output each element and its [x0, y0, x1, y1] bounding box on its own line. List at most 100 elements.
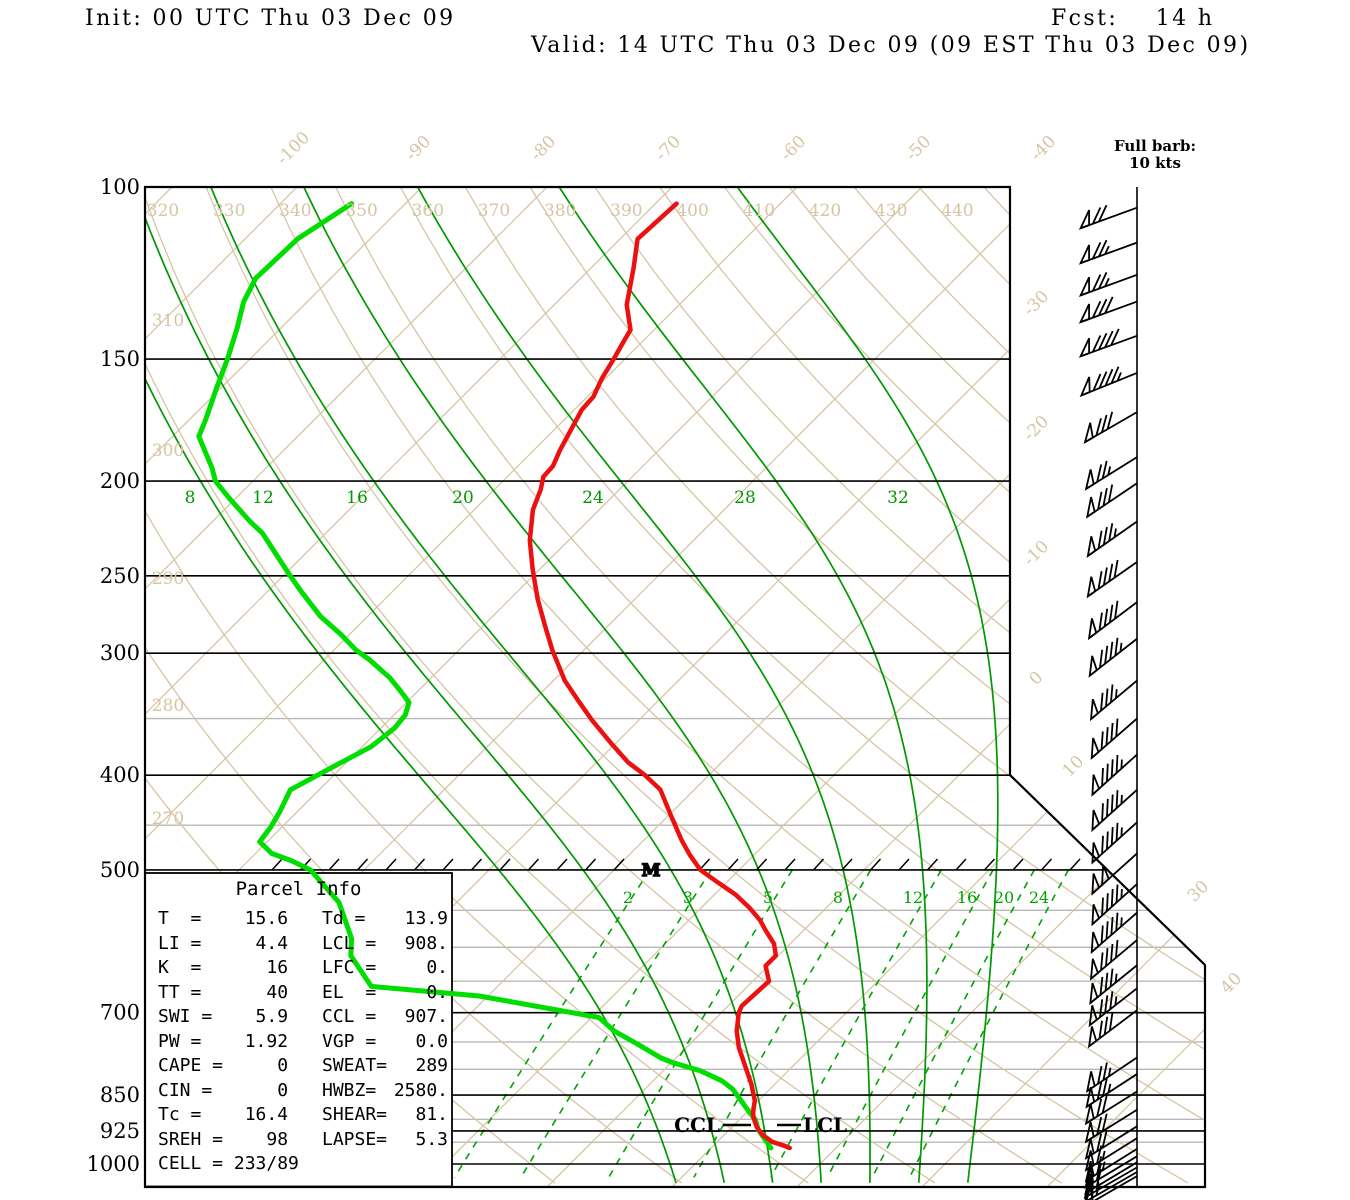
- isotherm-label: 40: [1217, 969, 1246, 998]
- theta-label: 310: [152, 311, 184, 331]
- pressure-tick-label: 250: [100, 564, 140, 588]
- moist-adiabat-label: 20: [452, 488, 474, 508]
- m-marker: M: [642, 861, 661, 881]
- pressure-tick-label: 1000: [87, 1152, 140, 1176]
- parcel-row: CIN = 0 HWBZ= 2580.: [158, 1079, 448, 1101]
- parcel-row: TT = 40 EL = 0.: [158, 981, 448, 1003]
- isotherm-label: -90: [402, 132, 436, 166]
- lcl-label: LCL: [803, 1113, 847, 1137]
- pressure-tick-label: 200: [100, 469, 140, 493]
- parcel-info-box: Parcel Info T = 15.6 Td = 13.9 LI = 4.4 LCL…: [145, 873, 452, 1187]
- barb-legend-line1: Full barb:: [1114, 137, 1196, 155]
- parcel-row: PW = 1.92 VGP = 0.0: [158, 1030, 448, 1052]
- wind-barb: [1084, 1161, 1138, 1196]
- parcel-row: T = 15.6 Td = 13.9: [158, 908, 448, 929]
- wind-barb: [1078, 204, 1138, 230]
- wind-barb: [1090, 717, 1138, 761]
- moist-adiabat-label: 8: [185, 488, 196, 508]
- wind-barb: [1089, 679, 1138, 722]
- wind-barb: [1078, 328, 1138, 358]
- theta-label: 420: [809, 201, 841, 221]
- wind-barb: [1078, 272, 1138, 297]
- pressure-tick-label: 400: [100, 763, 140, 787]
- isotherm-label: -50: [902, 132, 936, 166]
- temperature-curve: [527, 201, 792, 1151]
- wind-barb: [1084, 456, 1138, 491]
- pressure-tick-label: 500: [100, 858, 140, 882]
- isotherm-label: -40: [1027, 132, 1061, 166]
- mixing-ratio-label: 8: [833, 888, 843, 907]
- isotherm-label: -10: [1020, 537, 1054, 571]
- ccl-label: CCL: [674, 1113, 720, 1137]
- mixing-ratio-lines: [453, 869, 1070, 1178]
- parcel-row: SWI = 5.9 CCL = 907.: [158, 1006, 448, 1027]
- isotherm-label: -100: [273, 128, 314, 169]
- mixing-ratio-label: 20: [994, 888, 1014, 907]
- wind-barb: [1085, 1073, 1138, 1109]
- parcel-row: K = 16 LFC = 0.: [158, 957, 448, 978]
- isotherm-top-labels: -100 -90 -80 -70 -60 -50 -40: [273, 128, 1060, 169]
- wind-barb: [1085, 482, 1138, 519]
- wind-barb: [1091, 753, 1138, 797]
- wind-barb: [1084, 1137, 1138, 1172]
- wind-barb: [1091, 852, 1138, 896]
- mixing-ratio-label: 3: [683, 888, 693, 907]
- ccl-lcl-markers: CCL LCL: [674, 1113, 847, 1137]
- wind-barb: [1078, 296, 1138, 324]
- theta-label: 400: [676, 201, 708, 221]
- hatched-500-line: M: [271, 858, 1081, 882]
- isotherm-label: -20: [1020, 412, 1054, 446]
- moist-adiabat-label: 16: [346, 488, 368, 508]
- mixing-ratio-label: 16: [957, 888, 977, 907]
- wind-barb: [1091, 789, 1138, 833]
- wind-barb: [1078, 239, 1138, 265]
- moist-adiabat-label: 12: [252, 488, 274, 508]
- wind-barb: [1086, 559, 1138, 599]
- parcel-info-title: Parcel Info: [235, 878, 362, 900]
- wind-barb: [1088, 637, 1138, 678]
- wind-barb: [1087, 600, 1138, 641]
- wind-barb: [1084, 1090, 1138, 1126]
- theta-label: 330: [213, 201, 245, 221]
- wind-barb: [1079, 366, 1138, 398]
- moist-adiabat-label: 32: [887, 488, 909, 508]
- pressure-tick-label: 850: [100, 1083, 140, 1107]
- parcel-row: Tc = 16.4 SHEAR= 81.: [158, 1104, 448, 1125]
- valid-time-label: Valid: 14 UTC Thu 03 Dec 09 (09 EST Thu …: [531, 33, 1251, 58]
- theta-label: 380: [544, 201, 576, 221]
- wind-barb: [1091, 821, 1138, 865]
- mixing-ratio-label: 12: [903, 888, 923, 907]
- moist-adiabat-labels: 8 12 16 20 24 28 32: [185, 488, 909, 508]
- theta-label: 350: [345, 201, 377, 221]
- barb-legend: Full barb:10 kts: [1114, 137, 1196, 172]
- barb-legend-line2: 10 kts: [1129, 154, 1181, 172]
- wind-barb: [1085, 1175, 1138, 1200]
- parcel-info-rect: [144, 872, 453, 1188]
- theta-top-labels: 320 330 340 350 360 370 380 390 400 410 420 430 440: [147, 201, 974, 221]
- theta-label: 340: [279, 201, 311, 221]
- wind-barb: [1089, 939, 1138, 981]
- isotherm-label: -60: [777, 132, 811, 166]
- pressure-tick-label: 150: [100, 347, 140, 371]
- pressure-tick-label: 100: [100, 175, 140, 199]
- theta-label: 320: [147, 201, 179, 221]
- pressure-axis-labels: 100 150 200 250 300 400 500 700 850 925 1000: [87, 175, 140, 1176]
- theta-label: 440: [941, 201, 973, 221]
- mixing-ratio-labels: 2 3 5 8 12 16 20 24: [623, 888, 1049, 907]
- theta-label: 430: [875, 201, 907, 221]
- theta-label: 410: [743, 201, 775, 221]
- moist-adiabat-label: 24: [582, 488, 604, 508]
- mixing-ratio-label: 5: [763, 888, 773, 907]
- dewpoint-curve: [196, 201, 774, 1151]
- isotherm-label: 10: [1059, 752, 1088, 781]
- wind-barb: [1087, 1009, 1138, 1049]
- mixing-ratio-label: 24: [1029, 888, 1049, 907]
- theta-label: 360: [412, 201, 444, 221]
- isotherm-label: -30: [1020, 287, 1054, 321]
- isotherm-label: -80: [527, 132, 561, 166]
- pressure-tick-label: 925: [100, 1119, 140, 1143]
- parcel-row: CELL = 233/89: [158, 1153, 299, 1174]
- wind-barb: [1083, 411, 1138, 445]
